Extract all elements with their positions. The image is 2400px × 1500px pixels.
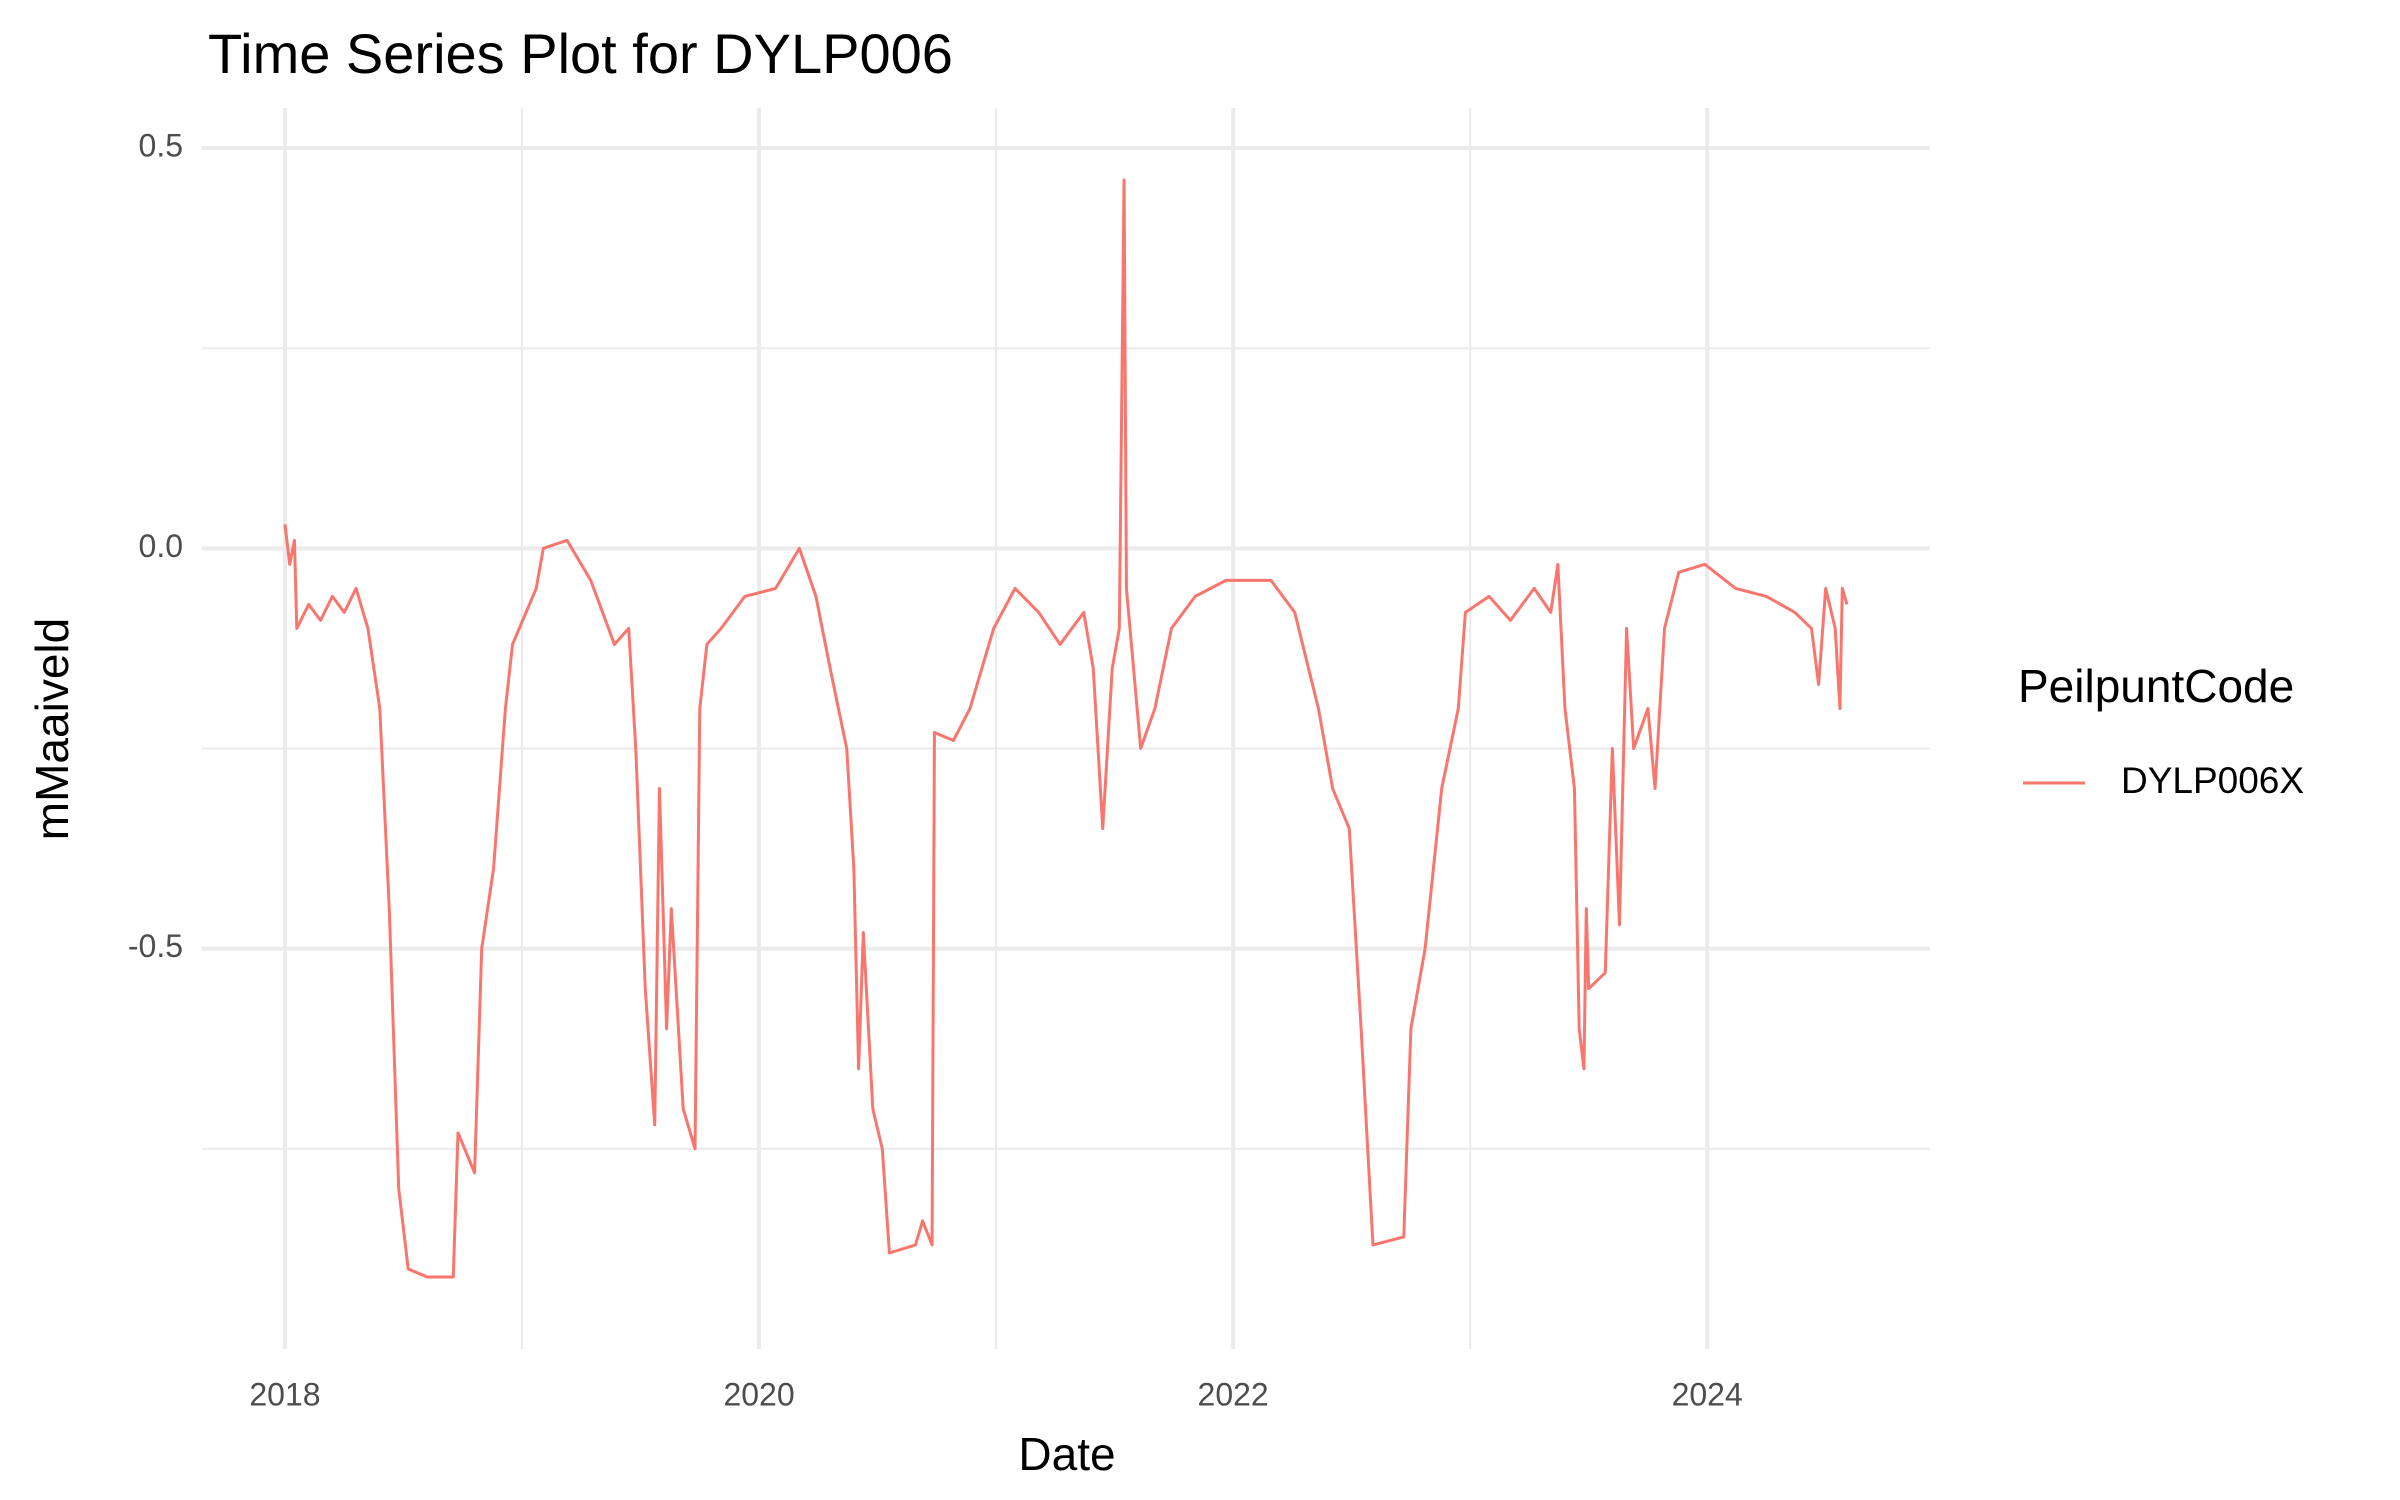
chart-title: Time Series Plot for DYLP006 — [208, 22, 953, 85]
y-tick-label: -0.5 — [128, 928, 183, 964]
x-tick-label: 2022 — [1198, 1376, 1269, 1412]
x-tick-label: 2018 — [249, 1376, 320, 1412]
x-tick-label: 2024 — [1672, 1376, 1743, 1412]
legend-label: DYLP006X — [2121, 760, 2304, 801]
y-tick-label: 0.5 — [139, 127, 183, 163]
legend-title: PeilpuntCode — [2018, 660, 2294, 712]
y-tick-label: 0.0 — [139, 528, 183, 564]
legend: DYLP006X — [2023, 760, 2304, 801]
y-axis-title: mMaaiveld — [26, 618, 78, 840]
plot-area — [283, 178, 1849, 1279]
data-line — [283, 178, 1849, 1279]
x-tick-label: 2020 — [723, 1376, 794, 1412]
x-axis-title: Date — [1018, 1428, 1115, 1480]
grid — [202, 108, 1930, 1349]
